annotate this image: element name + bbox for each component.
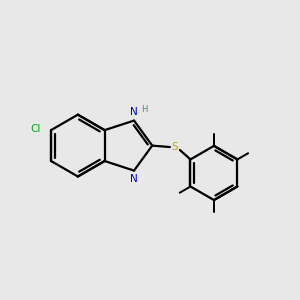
Text: Cl: Cl	[31, 124, 41, 134]
Text: S: S	[172, 142, 178, 152]
Text: N: N	[130, 174, 138, 184]
Text: N: N	[130, 107, 138, 117]
Text: H: H	[141, 105, 148, 114]
